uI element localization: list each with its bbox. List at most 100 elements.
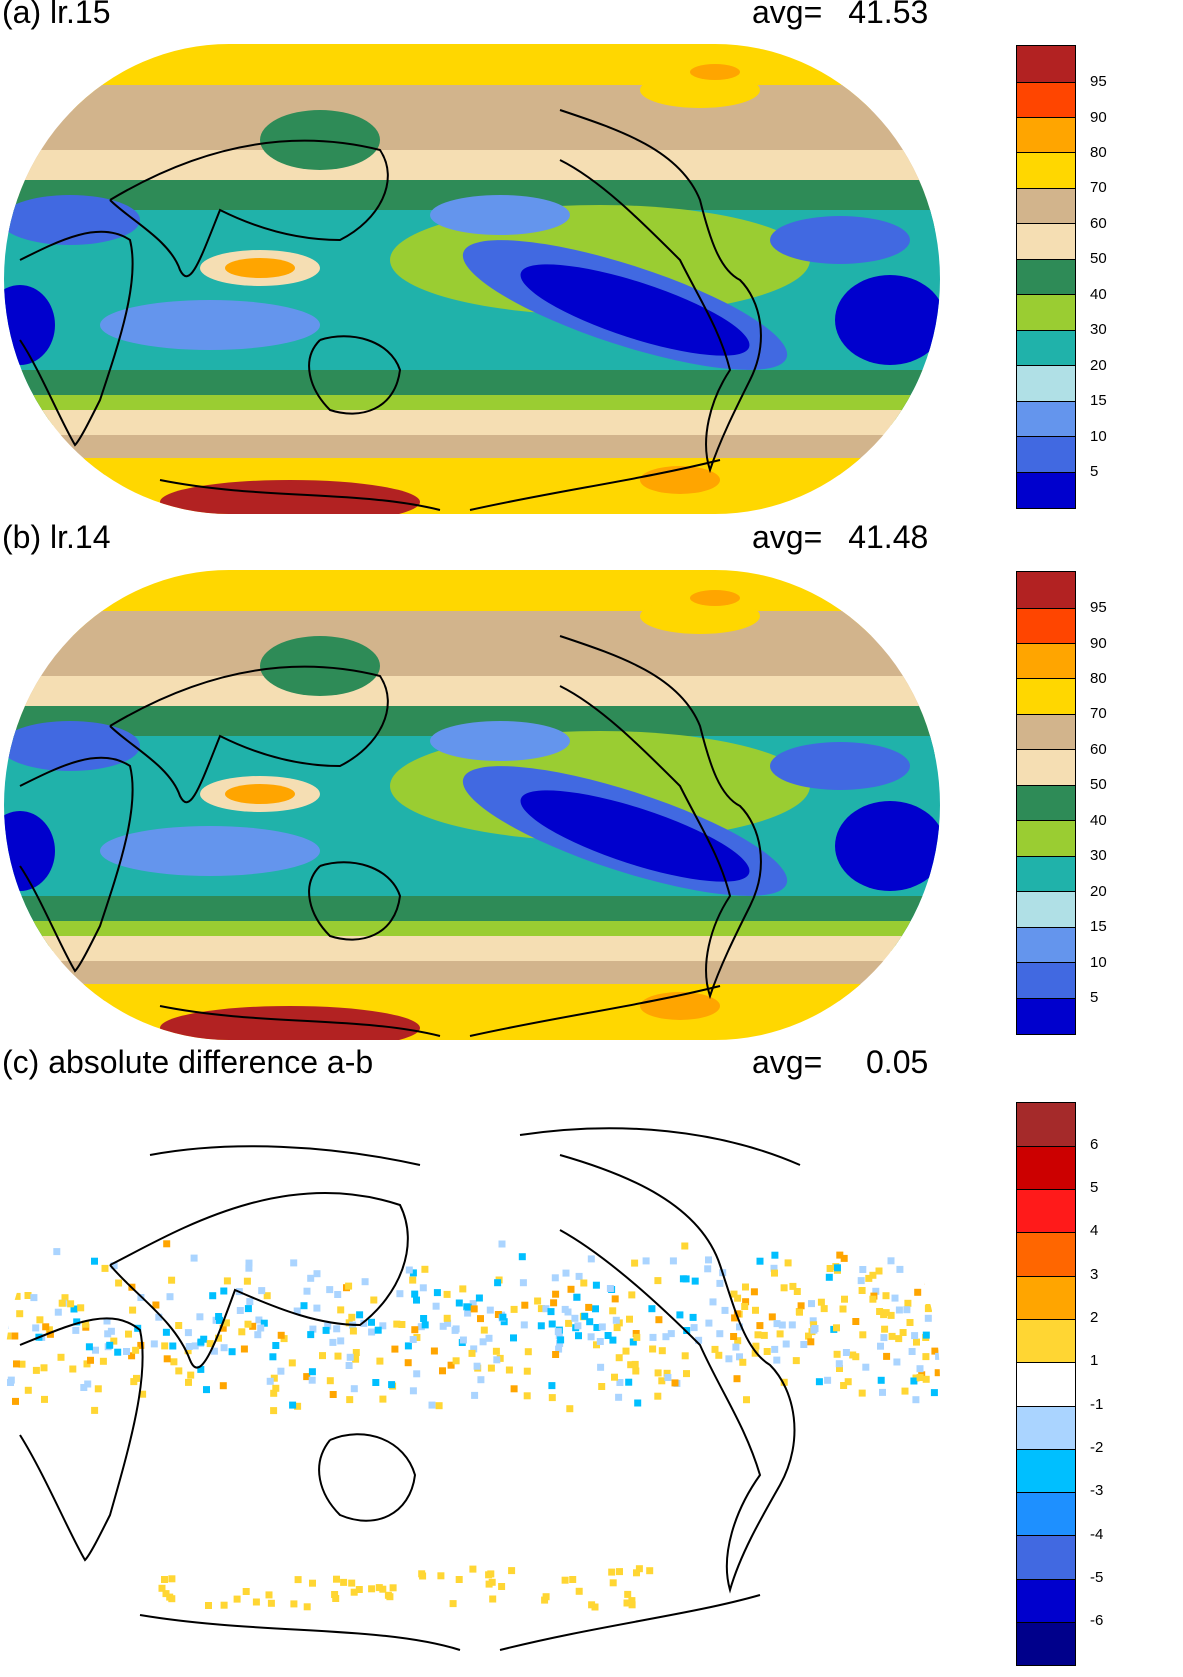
difference-pixel [505, 1366, 513, 1374]
difference-pixel [345, 1282, 353, 1290]
difference-pixel [655, 1316, 663, 1324]
difference-pixel [350, 1588, 358, 1596]
panel-average: avg= 41.53 [752, 0, 928, 31]
difference-pixel [908, 1348, 916, 1355]
difference-pixel [499, 1313, 507, 1321]
difference-pixel [901, 1387, 909, 1395]
difference-pixel [625, 1378, 633, 1386]
difference-pixel [152, 1301, 160, 1309]
difference-pixel [695, 1336, 703, 1344]
difference-pixel [881, 1325, 889, 1333]
colorbar-tick-label: 30 [1090, 321, 1107, 338]
difference-pixel [669, 1257, 677, 1265]
difference-pixel [349, 1327, 357, 1335]
difference-pixel [895, 1306, 903, 1314]
difference-pixel [307, 1274, 315, 1282]
difference-pixel [671, 1379, 679, 1387]
colorbar-tick-label: 60 [1090, 215, 1107, 232]
colorbar-box [1017, 401, 1075, 436]
difference-pixel [272, 1342, 280, 1349]
difference-pixel [609, 1307, 617, 1315]
colorbar-box [1017, 117, 1075, 152]
colorbar-tick-label: 5 [1090, 463, 1099, 480]
difference-pixel [833, 1350, 841, 1358]
difference-pixel [575, 1272, 583, 1280]
difference-pixel [242, 1588, 250, 1595]
difference-pixel [4, 1289, 10, 1297]
difference-pixel [4, 1313, 8, 1321]
difference-pixel [319, 1352, 326, 1360]
colorbar [1016, 571, 1076, 1035]
difference-pixel [70, 1305, 78, 1313]
colorbar-tick-label: 90 [1090, 635, 1107, 652]
difference-pixel [30, 1294, 38, 1302]
difference-pixel [404, 1359, 412, 1367]
difference-pixel [303, 1603, 311, 1611]
yellow-patch-arctic [640, 598, 760, 634]
difference-pixel [24, 1386, 32, 1394]
difference-pixel [333, 1325, 341, 1333]
difference-pixel [163, 1355, 171, 1363]
difference-pixel [137, 1341, 145, 1349]
difference-pixel [742, 1298, 750, 1306]
difference-pixel [4, 1332, 12, 1340]
difference-pixel [11, 1332, 19, 1340]
difference-pixel [368, 1318, 375, 1326]
difference-pixel [654, 1392, 662, 1400]
difference-pixel [782, 1340, 790, 1348]
difference-pixel [459, 1336, 467, 1344]
blue-patch-indian [100, 300, 320, 350]
difference-pixel [632, 1367, 640, 1375]
field-map [4, 570, 940, 1040]
difference-pixel [523, 1392, 531, 1400]
difference-pixel [130, 1378, 138, 1386]
colorbar-box [1017, 678, 1075, 714]
difference-pixel [270, 1389, 278, 1397]
difference-pixel [903, 1306, 911, 1314]
colorbar-tick-label: 10 [1090, 428, 1107, 445]
difference-pixel [635, 1565, 643, 1573]
colorbar-box [1017, 1622, 1075, 1665]
difference-pixel [633, 1569, 640, 1577]
difference-pixel [869, 1271, 877, 1279]
blue-patch-west [4, 285, 55, 365]
colorbar-tick-label: 70 [1090, 705, 1107, 722]
difference-pixel [756, 1322, 764, 1330]
difference-pixel [899, 1329, 907, 1336]
difference-pixel [487, 1364, 495, 1372]
difference-pixel [592, 1281, 600, 1289]
colorbar-tick-label: 50 [1090, 776, 1107, 793]
difference-pixel [421, 1321, 429, 1329]
difference-pixel [913, 1338, 920, 1346]
difference-pixel [162, 1328, 170, 1336]
difference-pixel [521, 1301, 529, 1309]
difference-pixel [45, 1326, 53, 1334]
difference-pixel [110, 1337, 118, 1345]
difference-pixel [368, 1585, 376, 1593]
difference-pixel [552, 1290, 560, 1298]
colorbar [1016, 1102, 1076, 1666]
difference-pixel [469, 1300, 477, 1308]
difference-pixel [405, 1266, 413, 1274]
difference-pixel [389, 1584, 397, 1592]
difference-pixel [355, 1586, 363, 1593]
difference-pixel [705, 1256, 712, 1264]
difference-pixel [40, 1364, 48, 1372]
difference-pixel [840, 1254, 848, 1262]
difference-pixel [13, 1360, 20, 1368]
difference-pixel [611, 1295, 619, 1303]
difference-pixel [523, 1367, 531, 1375]
difference-pixel [4, 1252, 12, 1260]
difference-pixel [294, 1576, 302, 1584]
difference-pixel [865, 1274, 873, 1282]
difference-pixel [836, 1365, 843, 1372]
colorbar-box [1017, 1319, 1075, 1362]
difference-pixel [494, 1279, 502, 1287]
difference-pixel [170, 1358, 178, 1366]
difference-pixel [417, 1323, 425, 1331]
difference-pixel [770, 1264, 778, 1272]
difference-pixel [771, 1345, 779, 1353]
difference-pixel [922, 1331, 930, 1339]
colorbar-tick-label: 80 [1090, 670, 1107, 687]
panel-c: (c) absolute difference a-b avg= 0.05 [0, 1044, 1183, 1675]
